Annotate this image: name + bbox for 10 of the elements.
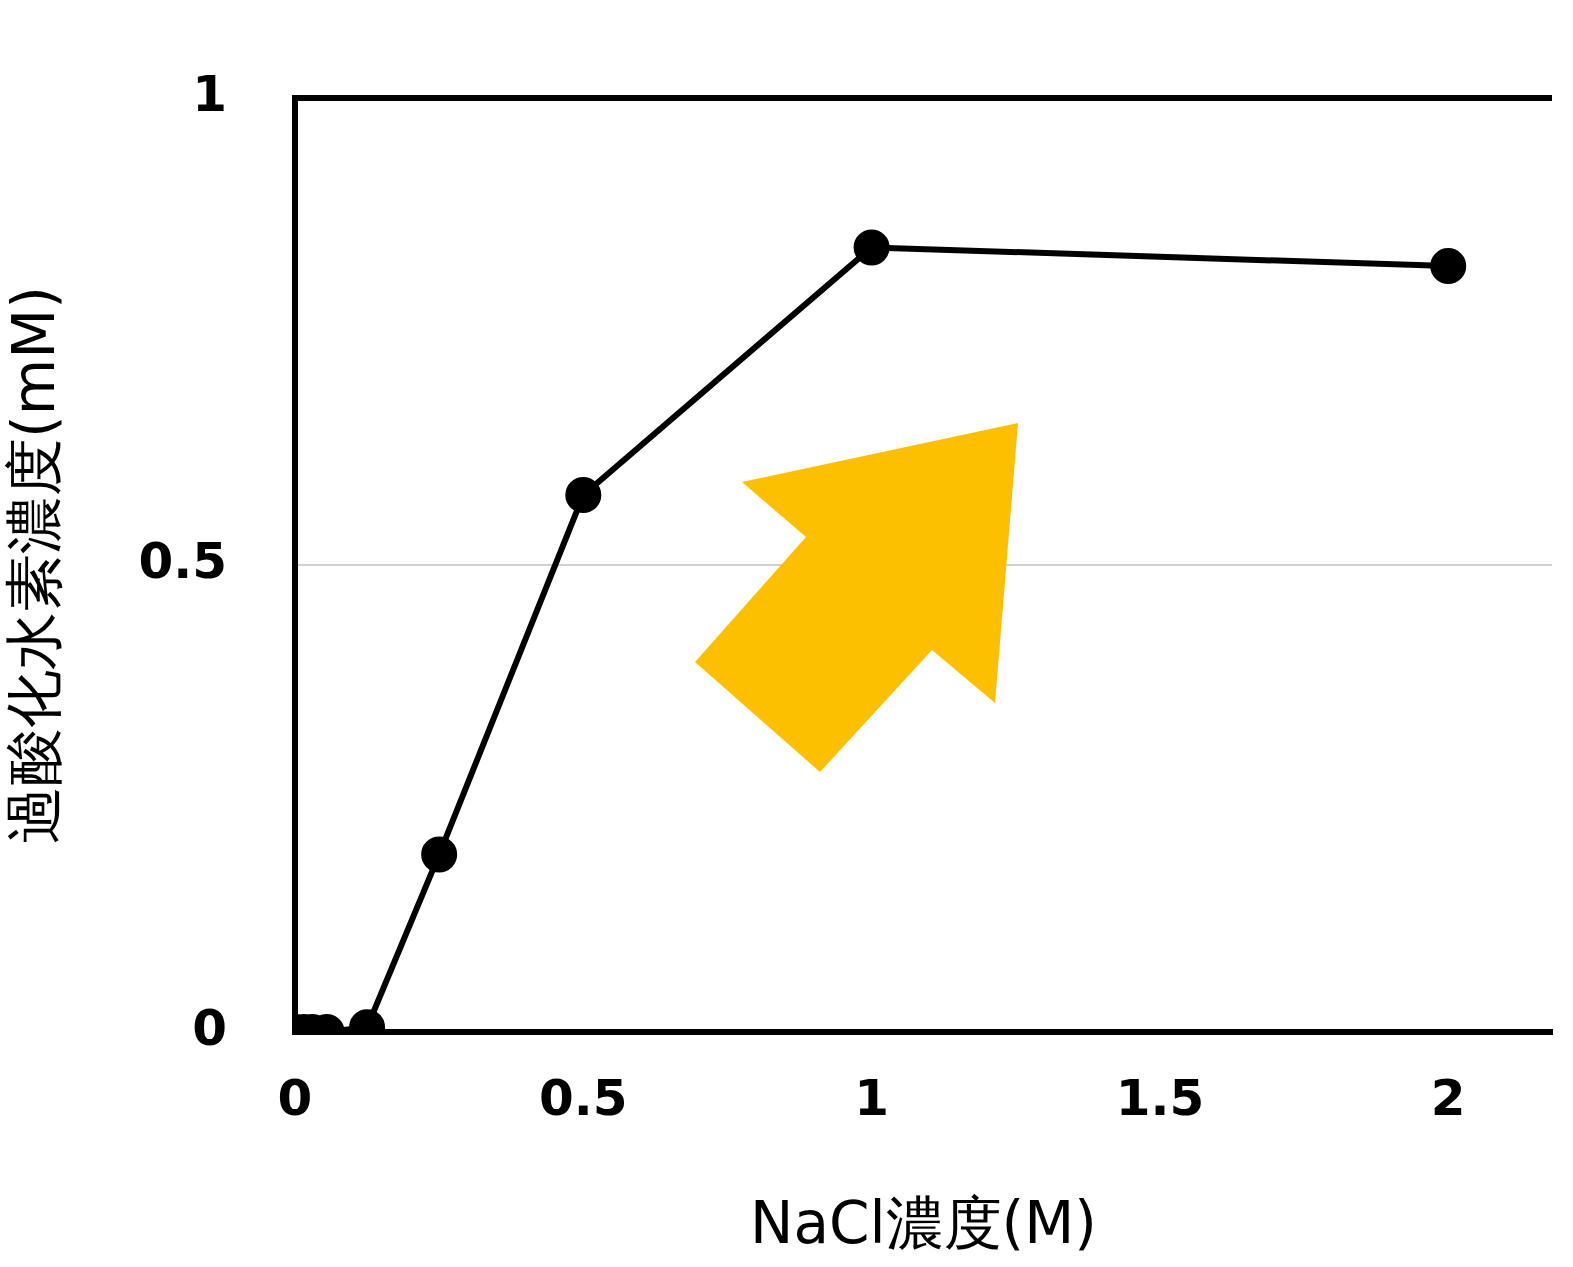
x-tick-label: 0 — [277, 1068, 313, 1127]
y-tick-label: 1 — [192, 64, 227, 123]
y-tick-label: 0 — [192, 998, 227, 1057]
x-tick-label: 1.5 — [1115, 1068, 1205, 1127]
x-axis-title: NaCl濃度(M) — [750, 1189, 1097, 1258]
x-tick-label: 0.5 — [539, 1068, 628, 1127]
x-tick-label: 2 — [1430, 1068, 1466, 1127]
y-axis-title: 過酸化水素濃度(mM) — [0, 286, 68, 844]
x-tick-label: 1 — [854, 1068, 889, 1127]
y-tick-label: 0.5 — [138, 531, 227, 590]
